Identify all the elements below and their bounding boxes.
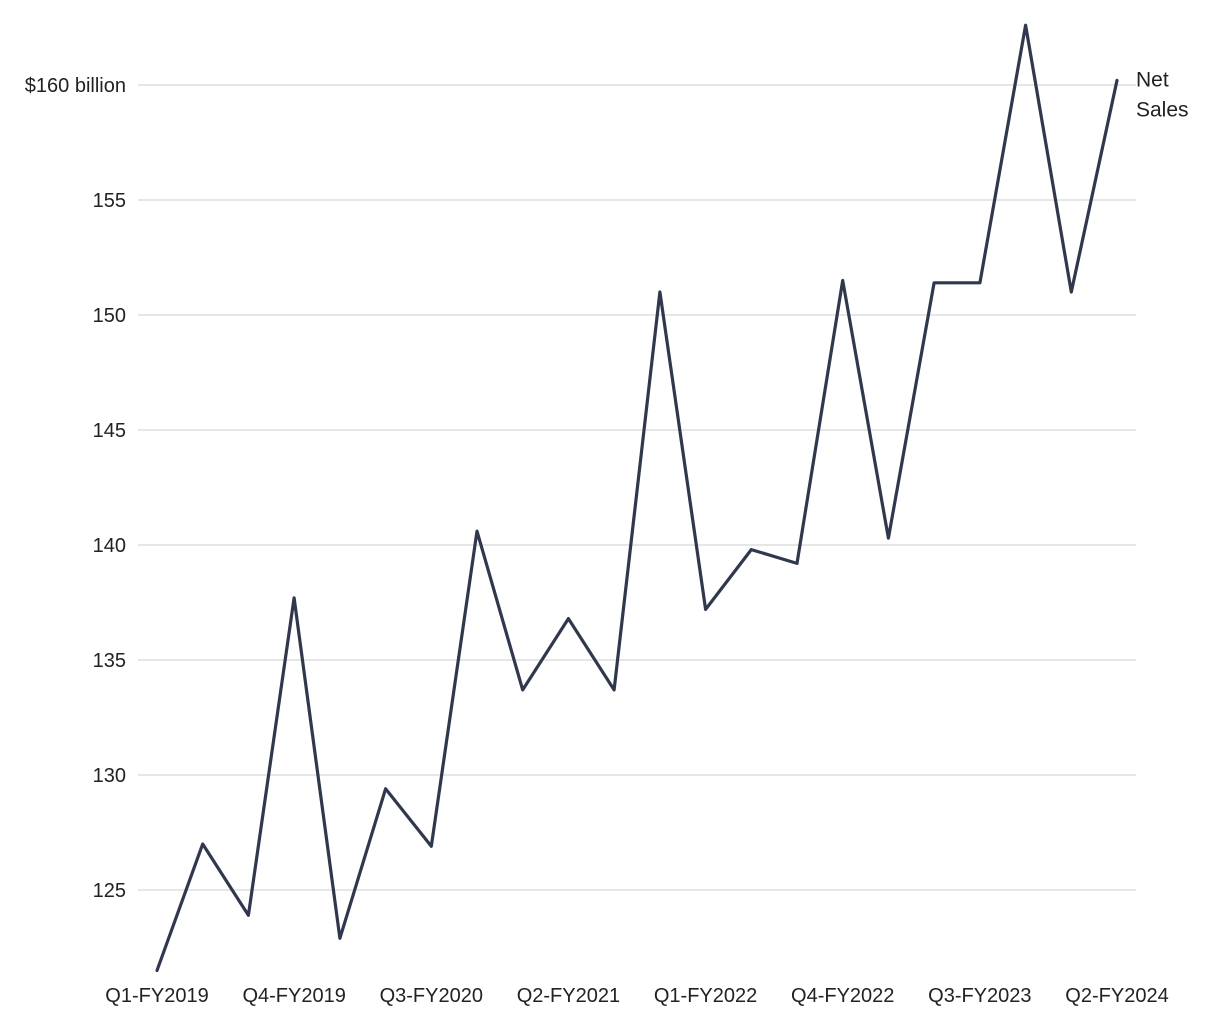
y-tick-label-130: 130: [93, 765, 126, 787]
series-labels: Net Sales: [1136, 68, 1189, 121]
y-tick-label-140: 140: [93, 535, 126, 557]
x-tick-label-Q1-FY2022: Q1-FY2022: [654, 985, 757, 1007]
x-tick-label-Q2-FY2024: Q2-FY2024: [1065, 985, 1168, 1007]
y-tick-label-155: 155: [93, 190, 126, 212]
series-label-line: Net: [1136, 68, 1169, 91]
x-tick-label-Q3-FY2023: Q3-FY2023: [928, 985, 1031, 1007]
x-tick-label-Q4-FY2022: Q4-FY2022: [791, 985, 894, 1007]
y-tick-label-150: 150: [93, 305, 126, 327]
x-axis-tick-labels: Q1-FY2019 Q4-FY2019 Q3-FY2020 Q2-FY2021 Q1-F…: [105, 985, 1168, 1007]
x-tick-label-Q4-FY2019: Q4-FY2019: [242, 985, 345, 1007]
gridlines: [138, 84, 1136, 891]
x-tick-label-Q1-FY2019: Q1-FY2019: [105, 985, 208, 1007]
series-label-line: Sales: [1136, 98, 1189, 121]
y-tick-label-160: $160 billion: [25, 75, 126, 97]
series-line-net-sales: [155, 23, 1119, 973]
x-tick-label-Q2-FY2021: Q2-FY2021: [517, 985, 620, 1007]
y-tick-label-125: 125: [93, 880, 126, 902]
series-label-net-sales: Net Sales: [1136, 68, 1189, 121]
series-lines: [155, 23, 1119, 973]
y-tick-label-135: 135: [93, 650, 126, 672]
x-tick-label-Q3-FY2020: Q3-FY2020: [380, 985, 483, 1007]
y-tick-label-145: 145: [93, 420, 126, 442]
y-axis-tick-labels: 125 130 135 140 145 150 155 $160 billion: [25, 75, 126, 902]
